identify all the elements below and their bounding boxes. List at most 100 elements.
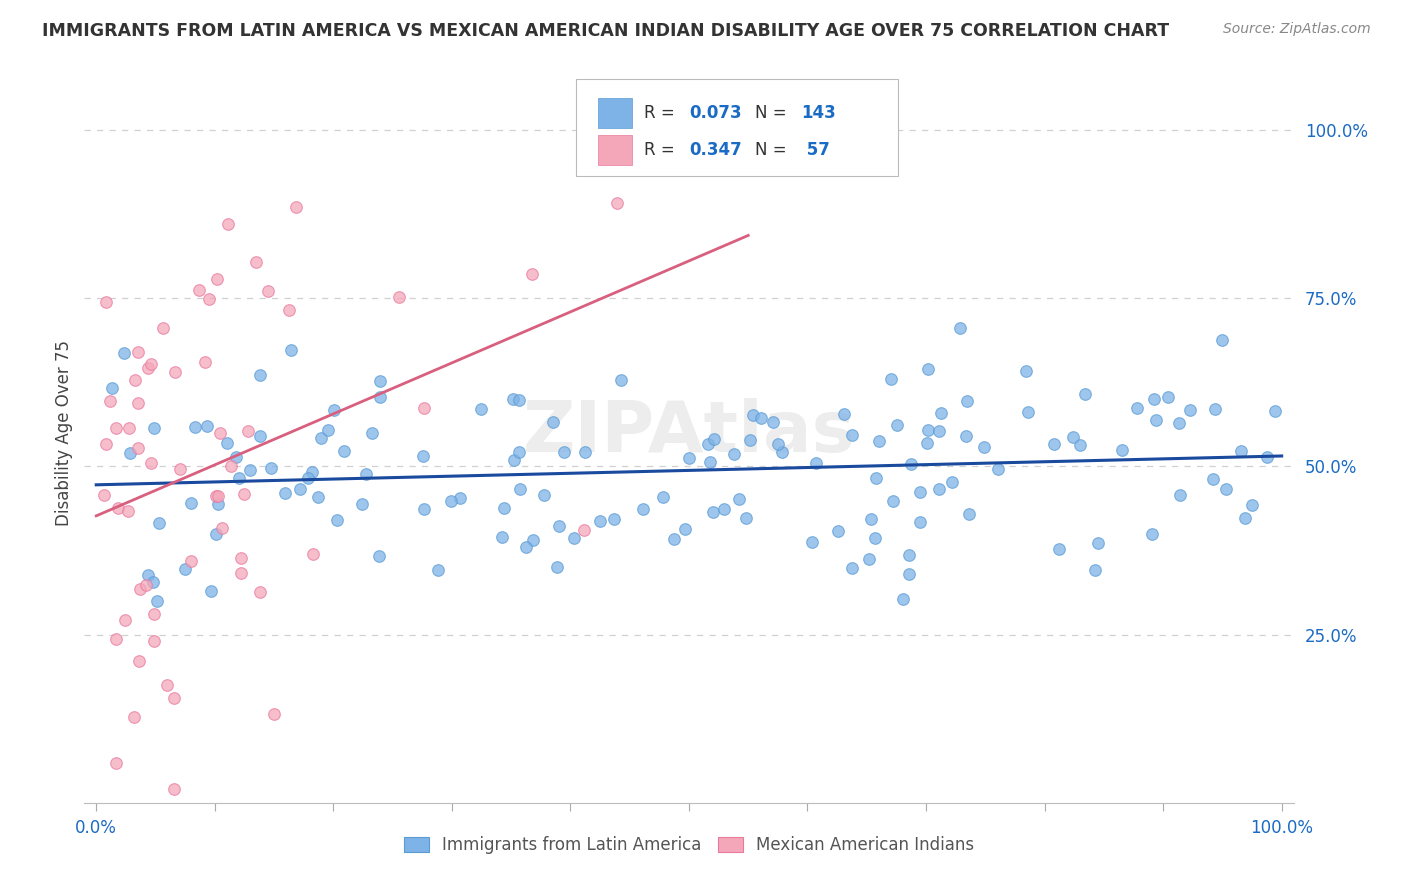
Point [941,475,963,489]
Text: ZIPAtlas: ZIPAtlas [523,398,855,467]
Point [606,195,628,210]
Point [249,429,271,443]
Bar [599,98,633,128]
Point [1168,488,1191,502]
Point [231,551,253,566]
Point [205,272,228,286]
Point [238,463,260,477]
Point [278,302,301,317]
Point [274,486,297,500]
Point [142,574,165,589]
Point [553,445,575,459]
Point [127,396,149,410]
Point [207,489,229,503]
Point [354,467,377,482]
Point [827,524,849,539]
Point [574,445,596,459]
Point [1202,472,1225,486]
Point [800,535,823,549]
Point [104,632,127,646]
Point [136,567,159,582]
Point [502,453,524,467]
Point [897,548,920,562]
Point [1047,542,1070,557]
Point [195,419,218,434]
Point [522,533,544,548]
Point [260,460,283,475]
Point [891,592,914,607]
Point [367,549,389,563]
Point [128,654,150,668]
Point [562,532,585,546]
Point [1015,364,1038,378]
Point [228,471,250,485]
Point [387,290,409,304]
Point [956,394,979,409]
Point [114,613,136,627]
Point [957,507,980,521]
Point [173,562,195,576]
Point [766,437,789,451]
Point [117,504,139,518]
Point [1204,401,1226,416]
Point [101,380,124,394]
Point [987,462,1010,476]
Point [200,584,222,599]
Point [135,578,157,592]
Point [96,295,118,310]
Point [470,402,492,417]
Point [588,514,610,528]
Point [169,462,191,476]
Point [900,457,922,471]
Point [886,417,908,432]
Point [311,431,333,445]
Point [316,423,339,437]
Point [257,284,280,298]
Point [146,594,169,608]
Point [515,540,537,554]
Point [136,360,159,375]
Point [508,445,530,459]
Point [122,709,145,723]
Point [723,447,745,461]
Point [143,607,166,621]
Text: N =: N = [755,141,793,159]
Point [973,440,995,454]
Point [929,406,952,420]
Point [1043,436,1066,450]
Point [184,420,207,434]
Point [112,346,135,360]
Point [1256,450,1278,465]
Point [508,393,530,408]
Point [713,502,735,516]
Point [225,450,247,465]
Text: N =: N = [755,103,793,122]
Text: 143: 143 [801,103,837,122]
Point [664,532,686,546]
Point [152,321,174,335]
Point [880,371,903,385]
Point [142,634,165,648]
Point [678,450,700,465]
Point [263,707,285,722]
Y-axis label: Disability Age Over 75: Disability Age Over 75 [55,340,73,525]
Point [955,429,977,443]
Point [427,562,450,576]
Point [546,560,568,574]
Point [735,510,758,524]
Point [1140,526,1163,541]
Text: R =: R = [644,103,681,122]
Point [98,393,121,408]
Point [107,501,129,516]
Bar [599,135,633,165]
Point [1062,429,1084,443]
Point [207,497,229,511]
Point [194,355,217,369]
Point [280,343,302,358]
Point [370,390,392,404]
Point [301,465,323,479]
Point [217,435,239,450]
Point [652,491,675,505]
Point [740,433,762,447]
Point [139,357,162,371]
